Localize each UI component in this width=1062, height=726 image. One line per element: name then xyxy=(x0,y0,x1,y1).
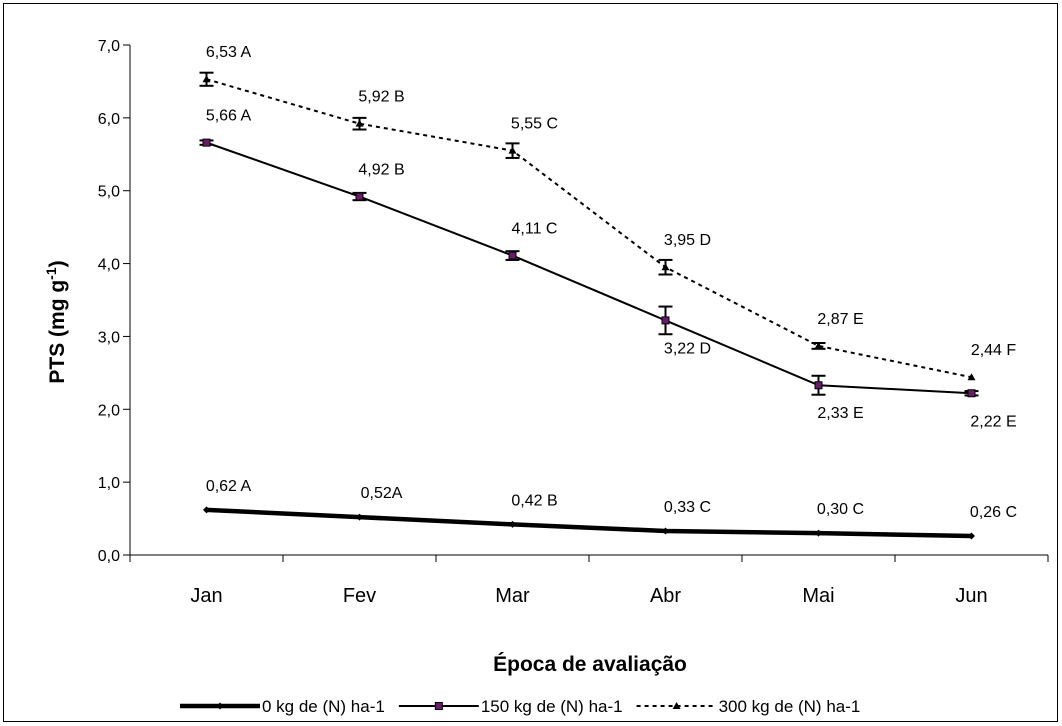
y-tick-label: 5,0 xyxy=(98,184,120,201)
plot-area: 0,0 1,0 2,0 3,0 4,0 5,0 6,0 7,0 Jan Fev Mar Abr Mai J… xyxy=(98,38,1049,607)
data-point xyxy=(814,341,823,349)
y-axis-title-main: PTS (mg g xyxy=(46,280,69,384)
data-point xyxy=(202,138,211,147)
data-point xyxy=(661,316,670,325)
x-axis-title: Época de avaliação xyxy=(493,653,687,676)
data-label: 5,55 C xyxy=(511,116,558,133)
series-line xyxy=(206,78,972,379)
y-axis-title: PTS (mg g-1) xyxy=(43,260,69,383)
data-point xyxy=(661,263,670,271)
legend-label: 0 kg de (N) ha-1 xyxy=(262,697,385,716)
series-0: 0,62 A 0,52A 0,42 B 0,33 C 0,30 C 0,26 C xyxy=(203,478,1017,540)
data-point xyxy=(815,529,822,537)
data-label: 3,95 D xyxy=(664,232,711,249)
y-tick-label: 7,0 xyxy=(98,38,120,55)
x-tick-label: Jan xyxy=(190,585,222,607)
series-line xyxy=(206,141,972,395)
legend-item-1: 150 kg de (N) ha-1 xyxy=(398,697,623,716)
data-label: 0,26 C xyxy=(970,504,1017,521)
data-point xyxy=(216,702,224,710)
data-label: 2,44 F xyxy=(971,342,1017,359)
data-label: 0,42 B xyxy=(511,492,557,509)
data-point xyxy=(434,702,443,710)
x-tick-label: Mar xyxy=(495,585,530,607)
y-tick-label: 1,0 xyxy=(98,475,120,492)
data-point xyxy=(967,389,976,398)
data-label: 0,30 C xyxy=(817,501,864,518)
data-label: 2,87 E xyxy=(817,311,863,328)
data-point xyxy=(672,702,681,709)
data-label: 0,52A xyxy=(361,485,403,502)
data-label: 6,53 A xyxy=(206,44,252,61)
legend-label: 300 kg de (N) ha-1 xyxy=(719,697,861,716)
data-point xyxy=(355,119,364,127)
data-label: 5,92 B xyxy=(358,89,404,106)
data-point xyxy=(355,192,364,201)
y-tick-label: 3,0 xyxy=(98,329,120,346)
data-point xyxy=(356,513,363,521)
data-point xyxy=(508,251,517,260)
x-tick-label: Abr xyxy=(650,585,681,607)
legend-label: 150 kg de (N) ha-1 xyxy=(481,697,623,716)
data-label: 4,92 B xyxy=(358,162,404,179)
y-tick-label: 6,0 xyxy=(98,111,120,128)
legend-item-2: 300 kg de (N) ha-1 xyxy=(636,697,861,716)
legend-item-0: 0 kg de (N) ha-1 xyxy=(180,697,385,716)
data-label: 3,22 D xyxy=(664,340,711,357)
data-point xyxy=(814,381,823,390)
y-tick-label: 2,0 xyxy=(98,402,120,419)
series-line xyxy=(206,507,972,539)
data-label: 4,11 C xyxy=(512,221,558,238)
data-point xyxy=(509,520,516,528)
y-tick-label: 4,0 xyxy=(98,257,120,274)
y-axis-title-close: ) xyxy=(46,260,69,267)
data-label: 2,33 E xyxy=(817,405,863,422)
series-2: 6,53 A 5,92 B 5,55 C 3,95 D 2,87 E 2,44 F xyxy=(199,44,1017,381)
y-tick-label: 0,0 xyxy=(98,548,120,565)
data-label: 2,22 E xyxy=(970,413,1016,430)
data-point xyxy=(203,506,210,514)
data-point xyxy=(968,532,975,540)
series-1: 5,66 A 4,92 B 4,11 C 3,22 D 2,33 E 2,22 E xyxy=(199,108,1017,430)
y-axis-title-superscript: -1 xyxy=(43,267,59,280)
data-point xyxy=(202,75,211,83)
svg-text:PTS (mg g-1): PTS (mg g-1) xyxy=(43,260,69,383)
data-label: 0,33 C xyxy=(664,499,711,516)
chart-frame xyxy=(3,3,1058,722)
x-tick-label: Mai xyxy=(802,585,834,607)
x-tick-label: Fev xyxy=(343,585,376,607)
legend: 0 kg de (N) ha-1 150 kg de (N) ha-1 300 kg… xyxy=(180,697,860,716)
x-tick-label: Jun xyxy=(955,585,987,607)
data-point xyxy=(967,373,976,381)
data-point xyxy=(662,527,669,535)
data-label: 5,66 A xyxy=(206,108,252,125)
data-point xyxy=(508,146,517,154)
data-label: 0,62 A xyxy=(206,478,252,495)
